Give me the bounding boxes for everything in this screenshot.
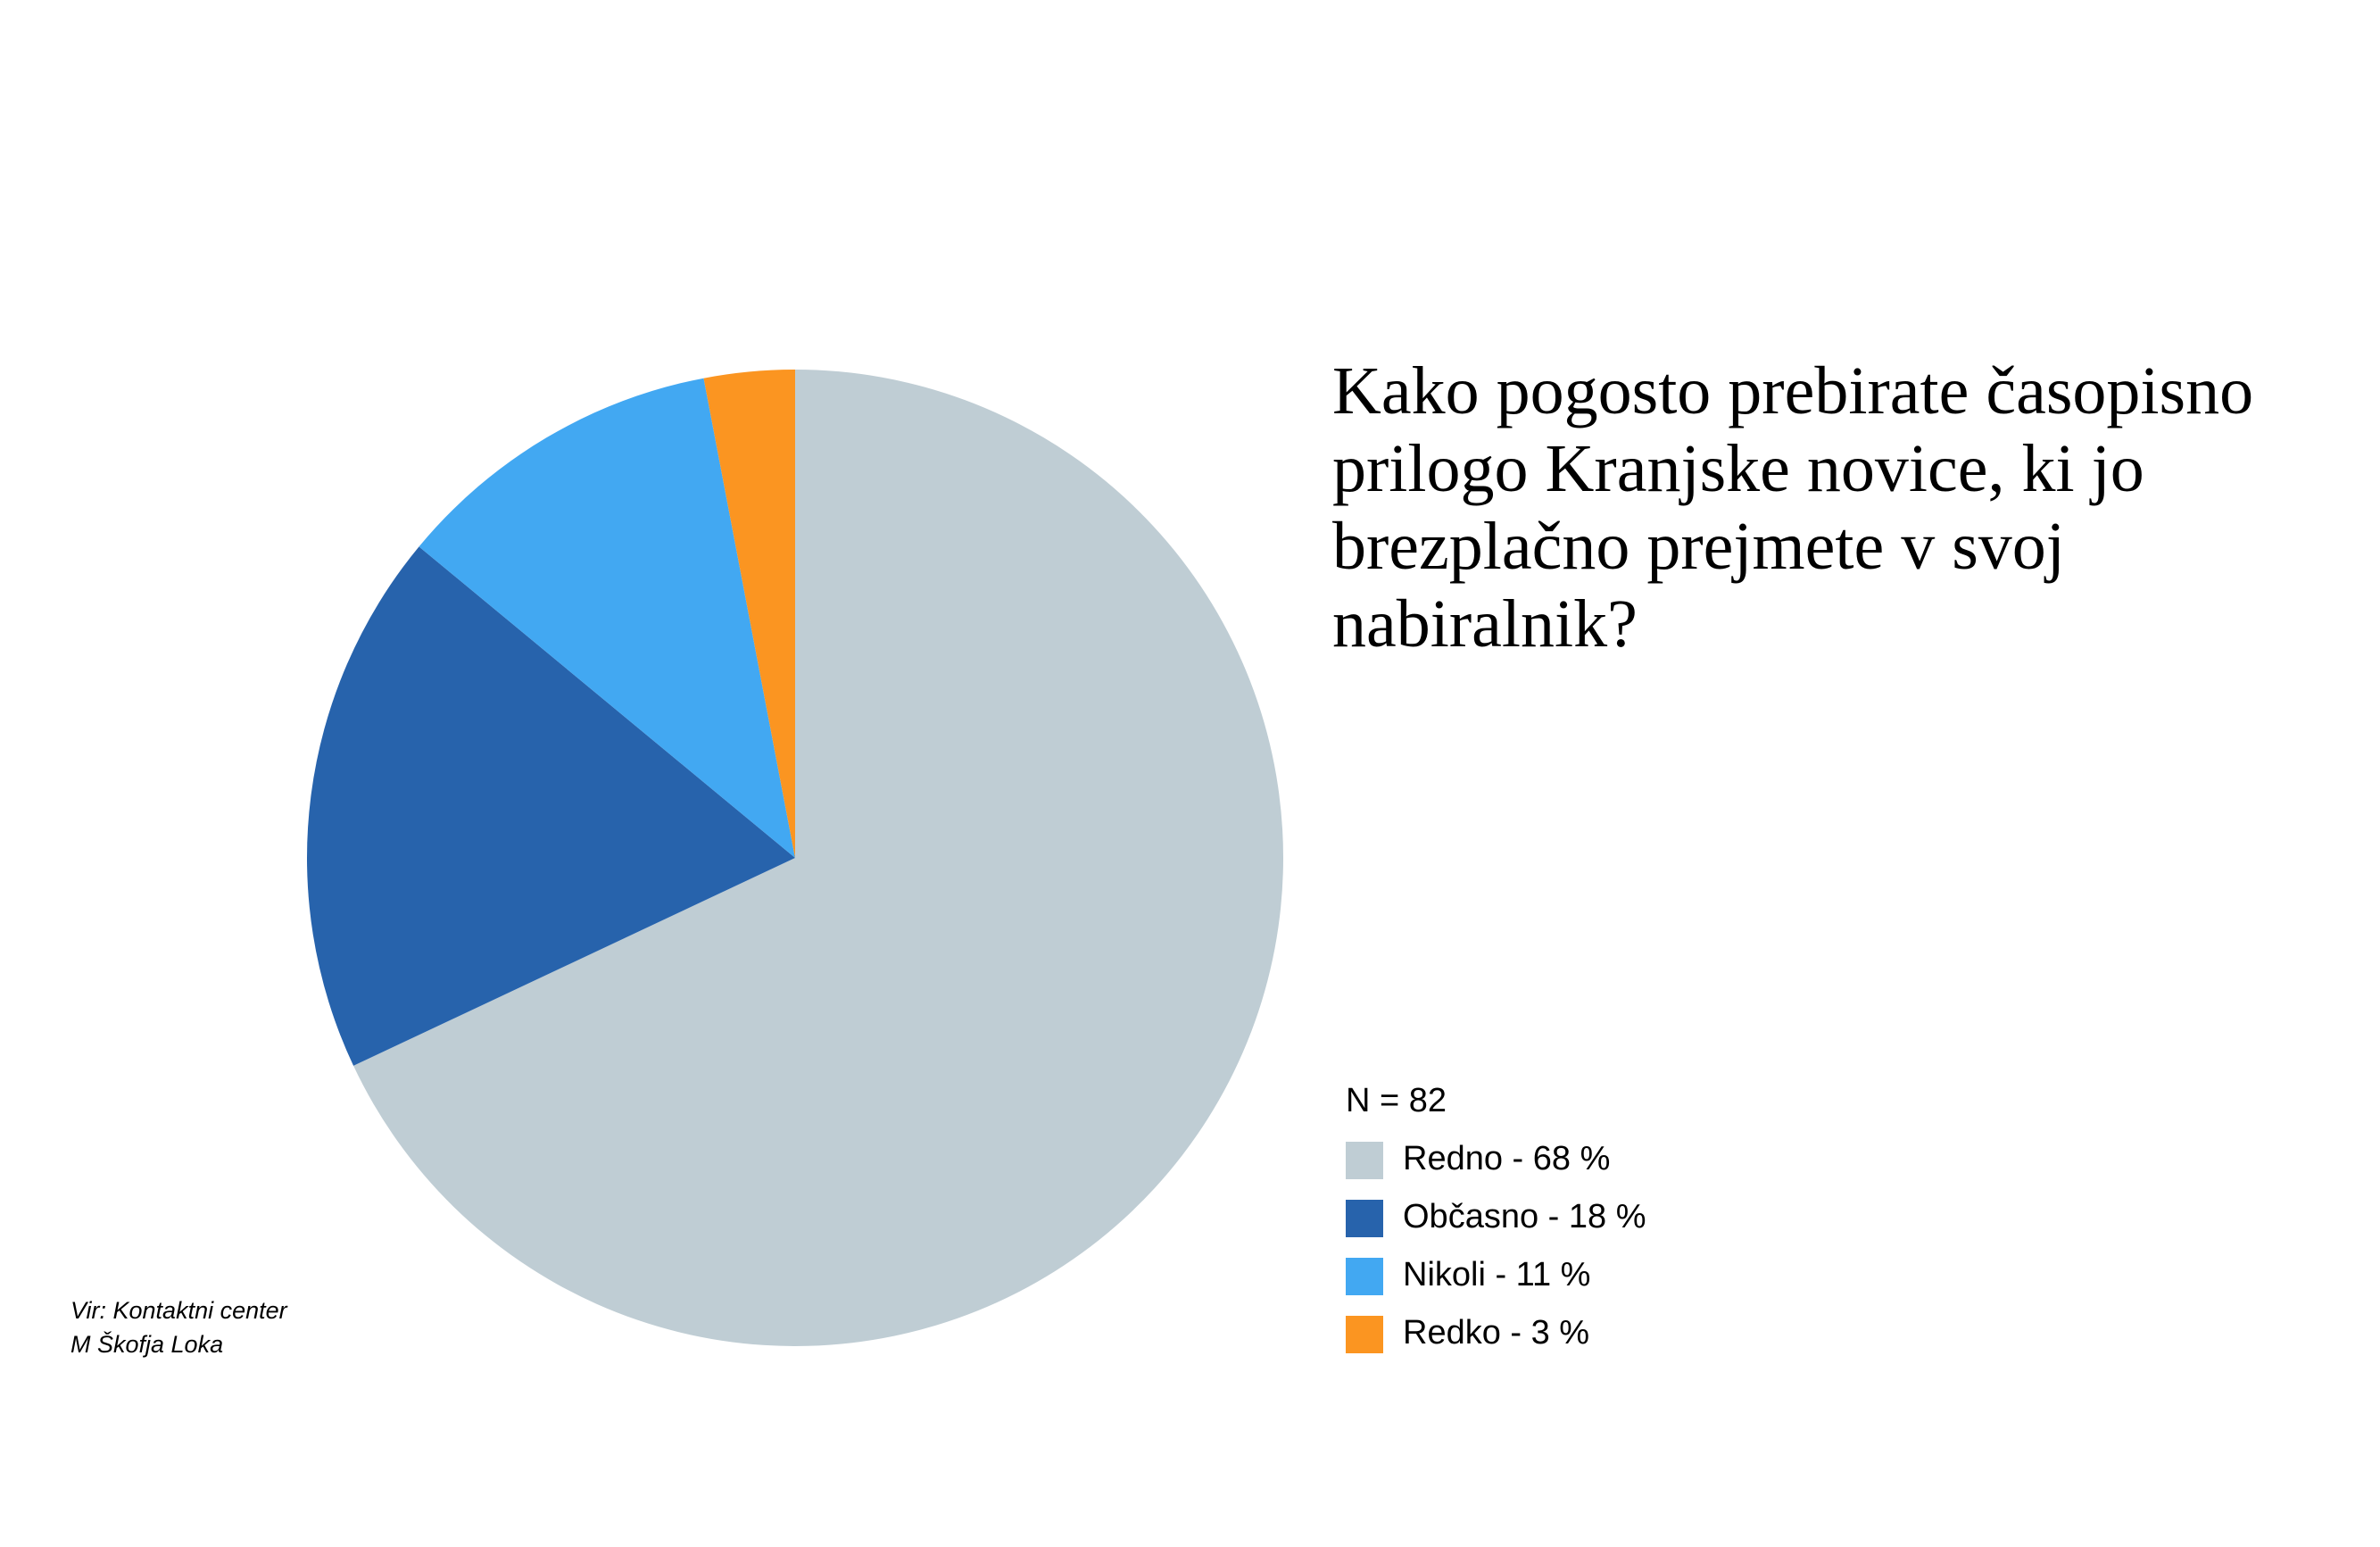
chart-title: Kako pogosto prebirate časopisno prilogo…: [1332, 353, 2254, 661]
legend-swatch: [1346, 1258, 1383, 1295]
legend-swatch: [1346, 1142, 1383, 1179]
pie-slice: [419, 378, 795, 859]
legend-label: Občasno - 18 %: [1403, 1198, 1646, 1235]
legend-label: Redko - 3 %: [1403, 1314, 1589, 1352]
source: M Škofja Loka: [70, 1330, 223, 1358]
pie-slice: [703, 370, 795, 858]
legend-swatch: [1346, 1316, 1383, 1353]
legend-swatch: [1346, 1200, 1383, 1237]
source: Vir: Kontaktni center: [70, 1297, 288, 1324]
legend-label: Nikoli - 11 %: [1403, 1256, 1590, 1293]
pie-slice: [306, 546, 795, 1066]
sample-size: N = 82: [1346, 1082, 1447, 1119]
legend-label: Redno - 68 %: [1403, 1140, 1610, 1177]
pie-slice: [353, 370, 1284, 1346]
